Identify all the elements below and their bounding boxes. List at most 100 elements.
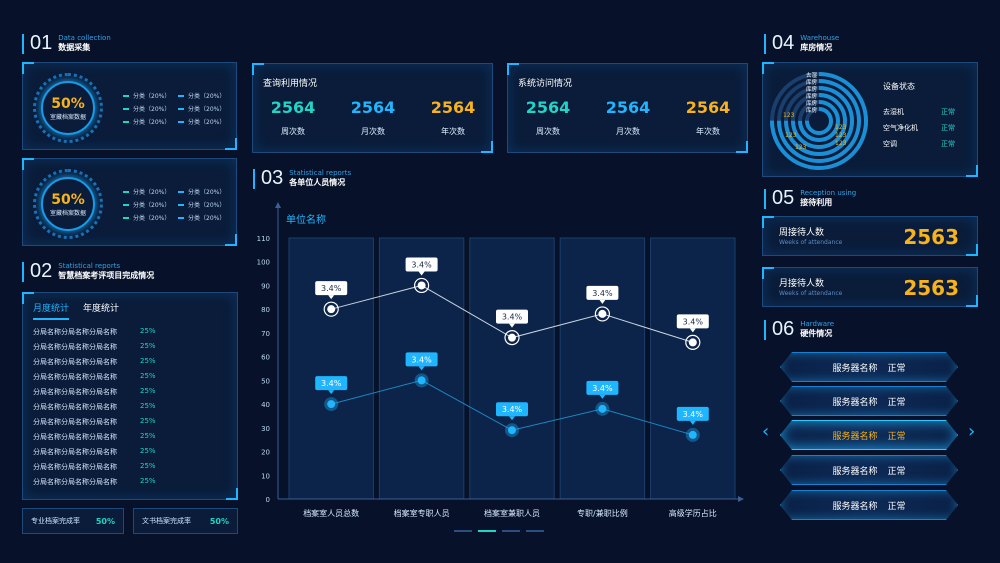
- donut-gauge: 50% 室藏档案数据: [33, 169, 103, 239]
- data-label: 3.4%: [683, 317, 704, 326]
- data-label-pointer: [599, 299, 606, 304]
- x-tick-label: 高级学历占比: [669, 508, 717, 518]
- donut-legend: 分类（20%） 分类（20%） 分类（20%） 分类（20%） 分类（20%） …: [123, 91, 233, 126]
- stat-label: 年次数: [441, 127, 465, 136]
- server-status: 正常: [887, 363, 906, 374]
- stat-label: 月次数: [616, 127, 640, 136]
- unit-percent: 25%: [140, 357, 156, 365]
- progress-row: 分局名称分局名称分局名称 25%: [33, 462, 233, 472]
- stat-label: 周次数: [536, 127, 560, 136]
- unit-name: 分局名称分局名称分局名称: [33, 388, 117, 396]
- unit-percent: 25%: [140, 387, 156, 395]
- data-label-pointer: [509, 323, 515, 328]
- unit-percent: 25%: [140, 417, 156, 425]
- unit-percent: 25%: [140, 372, 156, 380]
- unit-percent: 25%: [140, 402, 156, 410]
- x-tick-label: 档案室专职人员: [394, 508, 450, 518]
- data-label-pointer: [689, 420, 696, 425]
- section-number: 04: [772, 32, 795, 54]
- server-name: 服务器名称: [832, 501, 878, 512]
- unit-name: 分局名称分局名称分局名称: [33, 403, 117, 411]
- section-en-title: Hardware: [800, 320, 835, 328]
- server-name: 服务器名称: [832, 431, 878, 442]
- y-tick-label: 10: [261, 472, 270, 480]
- reception-label: 周接待人数: [779, 228, 825, 238]
- unit-percent: 25%: [140, 462, 156, 470]
- section-cn-title: 各单位人员情况: [289, 178, 346, 187]
- stat-value: 2564: [685, 98, 731, 117]
- chart-title: 单位名称: [286, 213, 326, 226]
- data-point-core: [598, 404, 607, 413]
- progress-row: 分局名称分局名称分局名称 25%: [33, 402, 233, 412]
- data-label-pointer: [328, 295, 335, 300]
- donut-label: 室藏档案数据: [49, 113, 86, 121]
- section-cn-title: 接待利用: [800, 198, 833, 207]
- category-column: [469, 237, 555, 500]
- progress-row: 分局名称分局名称分局名称 25%: [33, 327, 233, 337]
- weekly-reception-card: 周接待人数 Weeks of attendance 2563: [762, 216, 978, 256]
- radial-label: 库房: [806, 78, 818, 86]
- hardware-item-5[interactable]: 服务器名称 正常: [780, 490, 958, 520]
- donut-panel-1: 50% 室藏档案数据 分类（20%） 分类（20%） 分类（20%） 分类（20…: [22, 62, 237, 150]
- category-column: [559, 237, 646, 500]
- section-cn-title: 智慧档案考评项目完成情况: [58, 271, 155, 280]
- device-name: 去湿机: [883, 108, 904, 116]
- reception-en-label: Weeks of attendance: [779, 290, 843, 297]
- category-column: [650, 237, 736, 500]
- data-label-box: [586, 380, 619, 395]
- y-tick-label: 20: [261, 449, 270, 457]
- data-point-core: [508, 426, 516, 435]
- data-point-core: [508, 333, 516, 342]
- tab-yearly[interactable]: 年度统计: [83, 304, 120, 314]
- chevron-left-icon: ‹: [762, 421, 770, 442]
- y-axis-arrow: [275, 202, 281, 208]
- radial-value: 123: [795, 144, 807, 151]
- donut-value: 50%: [51, 95, 85, 112]
- data-label: 3.4%: [683, 410, 704, 419]
- radial-label: 库房: [806, 85, 818, 93]
- progress-row: 分局名称分局名称分局名称 25%: [33, 432, 233, 442]
- x-tick-label: 档案室人员总数: [303, 508, 359, 518]
- x-tick-label: 专职/兼职比例: [577, 508, 628, 518]
- hardware-item-4[interactable]: 服务器名称 正常: [780, 455, 958, 485]
- server-status: 正常: [887, 431, 906, 442]
- summary-value: 50%: [95, 516, 115, 526]
- progress-row: 分局名称分局名称分局名称 25%: [33, 387, 233, 397]
- radial-bar: [798, 100, 840, 142]
- chevron-right-icon: ›: [968, 421, 976, 442]
- monthly-reception-card: 月接待人数 Weeks of attendance 2563: [762, 267, 978, 307]
- unit-percent: 25%: [140, 432, 156, 440]
- progress-row: 分局名称分局名称分局名称 25%: [33, 447, 233, 457]
- unit-percent: 25%: [140, 342, 156, 350]
- progress-row: 分局名称分局名称分局名称 25%: [33, 342, 233, 352]
- data-point-core: [417, 376, 426, 385]
- radial-label: 库房: [806, 92, 818, 100]
- device-name: 空气净化机: [883, 124, 918, 132]
- data-point-core: [598, 309, 607, 318]
- legend-item: 分类（20%）: [123, 200, 178, 209]
- section-01-header: 01 Data collection 数据采集: [22, 32, 111, 55]
- data-label: 3.4%: [502, 405, 523, 414]
- hardware-item-2[interactable]: 服务器名称 正常: [780, 386, 958, 416]
- device-status: 正常: [941, 124, 955, 132]
- reception-en-label: Weeks of attendance: [779, 239, 843, 246]
- hardware-item-1[interactable]: 服务器名称 正常: [780, 352, 958, 382]
- unit-name: 分局名称分局名称分局名称: [33, 448, 117, 456]
- hardware-item-3[interactable]: 服务器名称 正常: [780, 420, 958, 450]
- pagination-dot: [478, 530, 496, 532]
- radial-bar: [791, 93, 847, 149]
- tab-monthly[interactable]: 月度统计: [33, 301, 70, 320]
- data-label-box: [315, 281, 348, 296]
- unit-percent: 25%: [140, 447, 156, 455]
- stat-value: 2564: [525, 98, 571, 117]
- data-label-pointer: [599, 394, 606, 399]
- data-point: [594, 306, 610, 322]
- category-column: [288, 237, 374, 500]
- data-label-box: [496, 309, 528, 324]
- y-tick-label: 40: [261, 401, 270, 409]
- legend-item: 分类（20%）: [178, 213, 233, 222]
- server-status: 正常: [887, 501, 906, 512]
- section-number: 03: [261, 167, 284, 189]
- legend-item: 分类（20%）: [123, 104, 178, 113]
